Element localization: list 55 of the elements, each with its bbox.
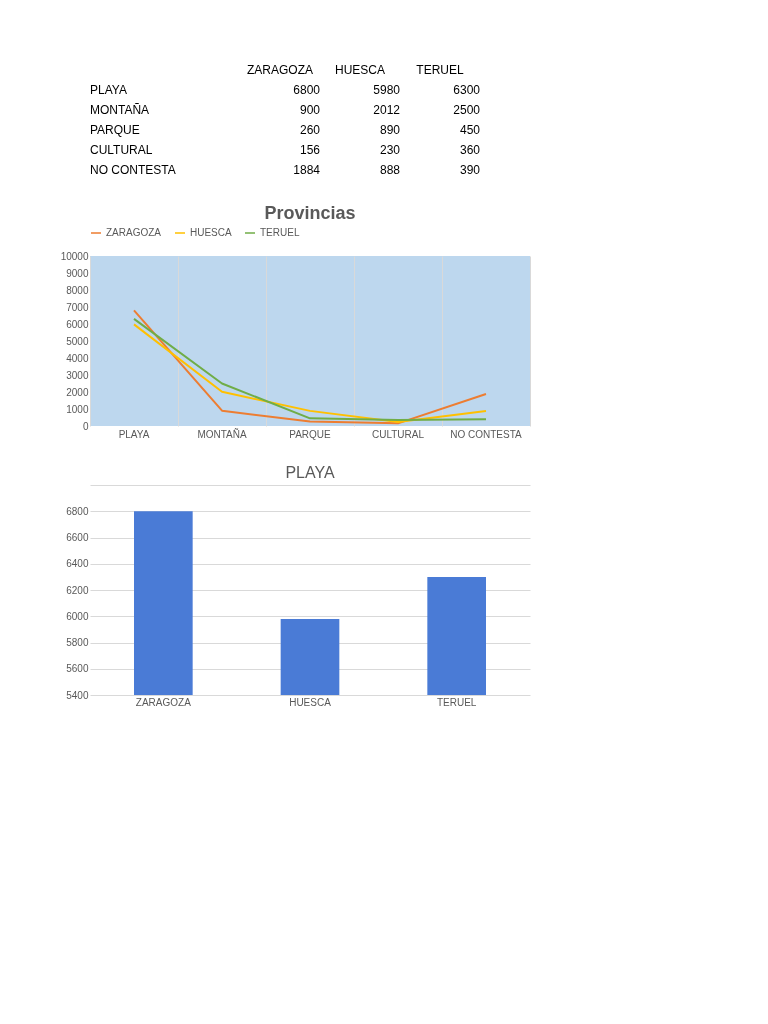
category-label: MONTAÑA [90,103,150,117]
x-tick-label: PARQUE [289,429,332,440]
y-tick-label: 10000 [60,250,89,262]
y-tick-label: 5600 [66,663,89,675]
x-tick-label: NO CONTESTA [450,429,523,440]
y-tick-label: 6200 [66,584,89,596]
data-label: 230 [379,143,401,157]
x-tick-label: MONTAÑA [197,428,247,440]
data-label: 1884 [293,163,321,177]
y-tick-label: 4000 [66,352,89,364]
x-tick-label: PLAYA [118,429,150,440]
y-tick-label: 8000 [66,284,89,296]
y-tick-label: 5800 [66,637,89,648]
x-tick-label: ZARAGOZA [135,696,192,708]
y-tick-label: 3000 [66,369,89,381]
chart-title: PLAYA [285,464,335,481]
chart-title: Provincias [264,203,356,223]
data-label: 360 [459,143,481,157]
y-tick-label: 6000 [66,318,89,330]
text: TERUEL [416,63,464,77]
legend-label: TERUEL [260,227,300,238]
data-label: 156 [299,143,321,157]
y-tick-label: 7000 [66,301,89,313]
x-tick-label: TERUEL [436,696,477,708]
y-tick-label: 6800 [66,505,89,517]
y-tick-label: 6400 [66,558,89,570]
x-tick-label: HUESCA [289,696,332,708]
data-label: 888 [379,163,401,177]
data-label: 6800 [293,83,321,97]
legend-label: HUESCA [190,227,232,238]
category-label: PARQUE [90,123,140,137]
y-tick-label: 0 [82,420,89,432]
data-label: 260 [299,123,321,137]
text: HUESCA [334,63,386,77]
y-tick-label: 5000 [66,335,89,347]
y-tick-label: 5400 [66,689,89,701]
category-label: PLAYA [90,83,127,97]
x-tick-label: CULTURAL [371,429,425,440]
data-label: 2500 [453,103,481,117]
text: ZARAGOZA [246,63,314,77]
legend-label: ZARAGOZA [106,227,162,238]
data-label: 890 [379,123,401,137]
category-label: CULTURAL [90,143,153,157]
data-label: 450 [459,123,481,137]
category-label: NO CONTESTA [90,163,176,177]
y-tick-label: 6600 [66,532,89,543]
y-tick-label: 1000 [66,403,89,415]
y-tick-label: 2000 [66,386,89,398]
data-label: 390 [459,163,481,177]
y-tick-label: 9000 [66,267,89,279]
y-tick-label: 6000 [66,610,89,622]
data-label: 900 [299,103,321,117]
data-label: 6300 [453,83,481,97]
data-label: 2012 [373,103,401,117]
data-label: 5980 [373,83,401,97]
